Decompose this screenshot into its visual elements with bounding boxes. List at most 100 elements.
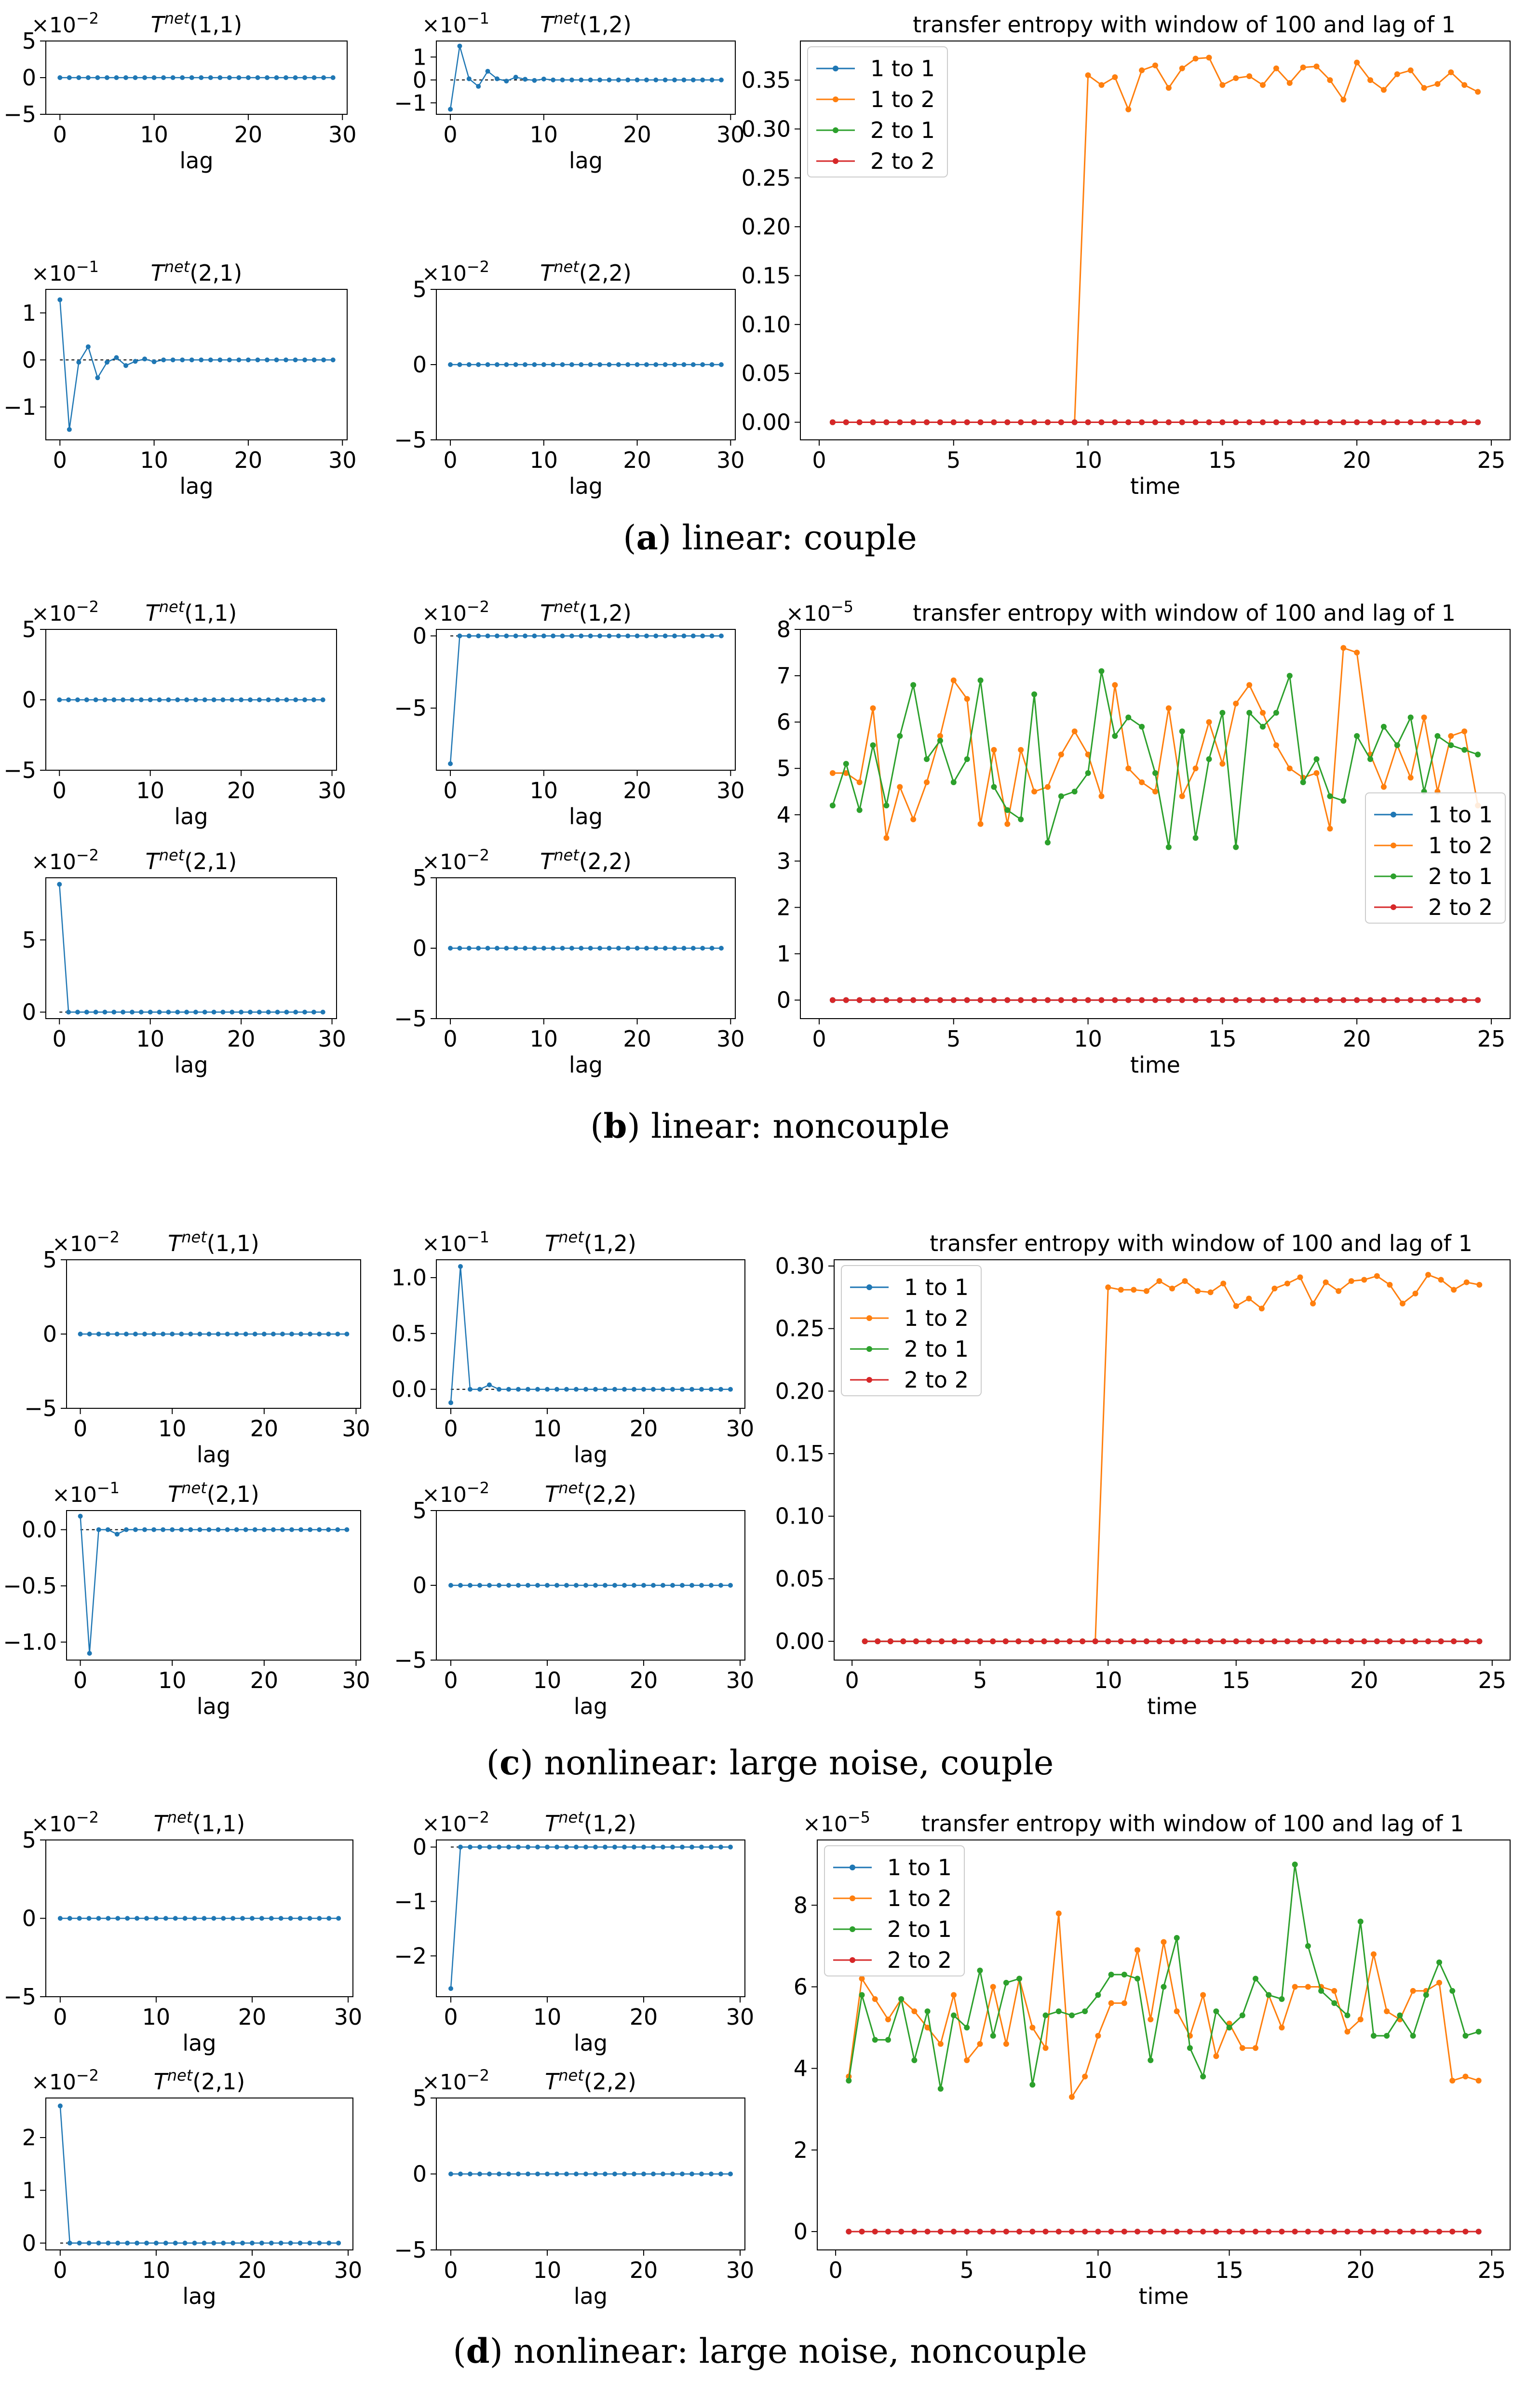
panel-c-small-4-point: [593, 1583, 598, 1588]
panel-c-transfer-entropy-xtick-label: 25: [1478, 1667, 1507, 1693]
panel-d-transfer-entropy-series-4-point: [1174, 2228, 1180, 2234]
panel-b-transfer-entropy-series-4-point: [1098, 997, 1105, 1003]
panel-d-small-1-point: [317, 1916, 322, 1921]
panel-d-small-2-point: [506, 1844, 511, 1850]
panel-a-small-3-point: [208, 357, 213, 363]
panel-b-transfer-entropy-series-4-point: [829, 997, 836, 1003]
panel-b-transfer-entropy-series-4-point: [1179, 997, 1185, 1003]
panel-d-small-4-point: [458, 2171, 463, 2177]
panel-d-transfer-entropy-series-2-point: [1475, 2078, 1482, 2084]
panel-a-small-2-ytick-label: 1: [413, 44, 427, 70]
panel-a-small-4-title: Tnet(2,2): [540, 258, 632, 286]
panel-a-small-1-point: [104, 75, 109, 80]
panel-a-small-2-point: [597, 77, 603, 82]
panel-c-transfer-entropy-series-4-point: [1387, 1638, 1393, 1645]
panel-c-transfer-entropy-series-2-point: [1348, 1278, 1354, 1284]
panel-a-small-1-point: [264, 75, 270, 80]
panel-d-transfer-entropy-xtick-label: 5: [960, 2257, 974, 2283]
panel-d-transfer-entropy-series-2-point: [977, 2041, 983, 2047]
panel-a-transfer-entropy-series-4-point: [1394, 419, 1400, 425]
panel-d-transfer-entropy-series-3-point: [1436, 1959, 1443, 1965]
panel-a-small-4-point: [681, 362, 687, 367]
panel-b-transfer-entropy-series-3-point: [1165, 844, 1172, 850]
panel-c-transfer-entropy-series-2-point: [1207, 1289, 1214, 1295]
panel-a-transfer-entropy-ytick-label: 0.30: [742, 116, 791, 142]
panel-c-small-1-point: [225, 1332, 230, 1336]
panel-c-small-2-point: [670, 1387, 675, 1392]
panel-c-small-2-point: [516, 1387, 521, 1392]
panel-b-small-1-point: [211, 697, 216, 702]
panel-c-transfer-entropy-series-2-point: [1195, 1288, 1201, 1294]
panel-d-small-3-point: [144, 2240, 149, 2246]
panel-a-transfer-entropy-series-4-point: [856, 419, 863, 425]
caption-a-text: linear: couple: [682, 518, 917, 558]
panel-d-transfer-entropy-series-4-point: [1200, 2228, 1206, 2234]
panel-b-transfer-entropy-series-2-point: [1112, 682, 1118, 688]
panel-d-small-2-point: [718, 1844, 723, 1850]
panel-b-transfer-entropy-series-4-point: [1260, 997, 1266, 1003]
panel-a-transfer-entropy-legend: 1 to 1 1 to 2 2 to 1 2 to 2: [807, 46, 948, 177]
caption-a-letter: a: [636, 518, 658, 558]
panel-d-transfer-entropy-series-2-point: [1449, 2078, 1456, 2084]
panel-d-transfer-entropy-series-3-point: [1082, 2008, 1088, 2015]
panel-a-small-1-xtick-label: 10: [140, 122, 168, 148]
panel-b-transfer-entropy-ytick-label: 5: [777, 755, 791, 781]
panel-b-small-3-ytick-label: 5: [22, 927, 36, 953]
panel-c-small-1-point: [170, 1332, 175, 1336]
panel-c-small-1-point: [96, 1332, 101, 1336]
panel-a-transfer-entropy-series-2-point: [1179, 65, 1185, 71]
panel-a-small-3-point: [133, 359, 138, 364]
panel-d-transfer-entropy-xtick-label: 0: [828, 2257, 842, 2283]
panel-b-transfer-entropy-series-3-point: [1071, 789, 1078, 795]
panel-a-small-3-point: [274, 357, 279, 363]
panel-d-transfer-entropy-series-4-point: [1108, 2228, 1114, 2234]
panel-d-small-4-point: [661, 2171, 665, 2177]
panel-a-transfer-entropy-series-4-point: [1018, 419, 1024, 425]
panel-c-transfer-entropy-series-4-point: [1105, 1638, 1111, 1645]
panel-d-transfer-entropy-series-4-point: [1449, 2228, 1456, 2234]
panel-a-transfer-entropy-xtick-label: 20: [1343, 447, 1371, 473]
panel-c-transfer-entropy-series-4-point: [1131, 1638, 1137, 1645]
caption-d-text: nonlinear: large noise, noncouple: [513, 2331, 1087, 2371]
panel-d-transfer-entropy-series-4-point: [1462, 2228, 1469, 2234]
panel-d-transfer-entropy-series-4-point: [1226, 2228, 1232, 2234]
panel-c-transfer-entropy-ytick-label: 0.00: [775, 1628, 824, 1654]
panel-c-small-3-point: [308, 1527, 313, 1532]
panel-b-small-3-xtick-label: 0: [53, 1026, 67, 1052]
panel-b-transfer-entropy-series-2-point: [1461, 728, 1468, 735]
panel-b-transfer-entropy-series-2-point: [1152, 789, 1158, 795]
panel-b-small-4-point: [457, 946, 462, 951]
panel-d-transfer-entropy-legend-label-1: 1 to 1: [887, 1854, 952, 1880]
panel-d-transfer-entropy-series-2-point: [1161, 1939, 1167, 1945]
panel-b-small-3-point: [166, 1009, 171, 1015]
panel-a-transfer-entropy-legend-label-1: 1 to 1: [870, 55, 935, 82]
panel-b-small-4-point: [569, 946, 574, 951]
panel-c-small-2-point: [506, 1387, 511, 1392]
panel-d-small-2-ytick-label: 0: [413, 1834, 427, 1860]
panel-d-small-1-point: [192, 1916, 197, 1921]
panel-b-transfer-entropy-series-3-point: [1461, 747, 1468, 753]
panel-d-small-2: 0 10 20 30 0 −1 −2 lag ×10−2 Tnet(1,2): [394, 1808, 754, 2056]
panel-b-transfer-entropy-series-3-point: [1246, 709, 1253, 716]
panel-a-small-4-point: [532, 362, 537, 367]
panel-a-small-1-xtick-label: 0: [53, 122, 67, 148]
panel-b-transfer-entropy-series-3-point: [964, 756, 970, 762]
panel-d-transfer-entropy-series-3-point: [859, 1992, 865, 1998]
panel-c-transfer-entropy-xtick-label: 0: [845, 1667, 859, 1693]
panel-b-transfer-entropy-series-4-point: [1071, 997, 1078, 1003]
panel-b-transfer-entropy-series-4-point: [1380, 997, 1387, 1003]
panel-b-transfer-entropy-series-3-point: [1152, 770, 1158, 776]
panel-b-transfer-entropy-xtick-label: 0: [812, 1026, 826, 1052]
panel-b-small-4-point: [690, 946, 696, 951]
panel-c-small-4-xtick-label: 10: [533, 1667, 562, 1693]
panel-b-small-3-point: [57, 882, 62, 887]
panel-a-small-3-exponent: ×10−1: [31, 258, 99, 286]
panel-b-small-4-point: [532, 946, 537, 951]
panel-c-small-1-xtick-label: 20: [250, 1416, 279, 1442]
panel-b-small-2-point: [700, 633, 705, 639]
panel-a-small-2-point: [607, 77, 612, 82]
panel-b-small-2-point: [709, 633, 715, 639]
panel-b-small-3-point: [111, 1009, 117, 1015]
panel-a-transfer-entropy-series-2-point: [1367, 77, 1374, 83]
panel-b-transfer-entropy-series-4-point: [1434, 997, 1441, 1003]
